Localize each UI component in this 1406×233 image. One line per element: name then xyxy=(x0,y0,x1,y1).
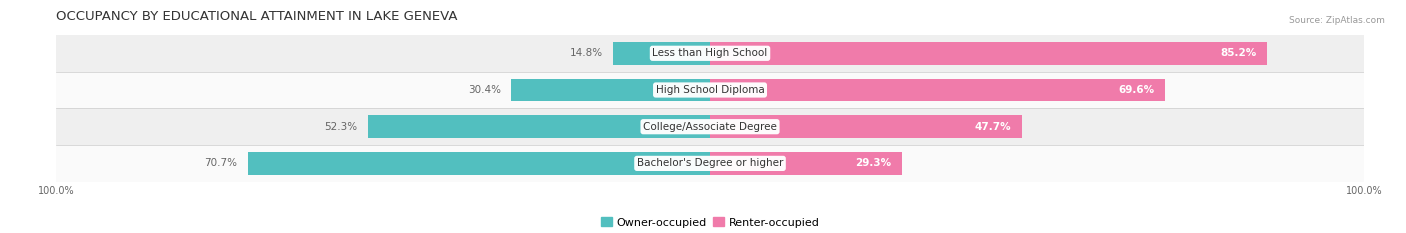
Text: 85.2%: 85.2% xyxy=(1220,48,1257,58)
Bar xyxy=(56,145,1364,182)
Bar xyxy=(247,152,710,175)
Bar xyxy=(710,79,1166,101)
Text: 30.4%: 30.4% xyxy=(468,85,501,95)
Text: 47.7%: 47.7% xyxy=(974,122,1011,132)
Text: Less than High School: Less than High School xyxy=(652,48,768,58)
Text: OCCUPANCY BY EDUCATIONAL ATTAINMENT IN LAKE GENEVA: OCCUPANCY BY EDUCATIONAL ATTAINMENT IN L… xyxy=(56,10,458,23)
Bar xyxy=(56,72,1364,108)
Bar xyxy=(56,108,1364,145)
Bar xyxy=(368,115,710,138)
Text: College/Associate Degree: College/Associate Degree xyxy=(643,122,778,132)
Bar xyxy=(56,35,1364,72)
Text: 69.6%: 69.6% xyxy=(1119,85,1154,95)
Text: 14.8%: 14.8% xyxy=(569,48,603,58)
Text: High School Diploma: High School Diploma xyxy=(655,85,765,95)
Bar xyxy=(710,152,901,175)
Text: 52.3%: 52.3% xyxy=(325,122,357,132)
Text: Bachelor's Degree or higher: Bachelor's Degree or higher xyxy=(637,158,783,168)
Text: 70.7%: 70.7% xyxy=(204,158,238,168)
Bar xyxy=(710,115,1022,138)
Bar xyxy=(512,79,710,101)
Text: 29.3%: 29.3% xyxy=(855,158,891,168)
Legend: Owner-occupied, Renter-occupied: Owner-occupied, Renter-occupied xyxy=(596,213,824,232)
Bar xyxy=(710,42,1267,65)
Bar xyxy=(613,42,710,65)
Text: Source: ZipAtlas.com: Source: ZipAtlas.com xyxy=(1289,16,1385,25)
